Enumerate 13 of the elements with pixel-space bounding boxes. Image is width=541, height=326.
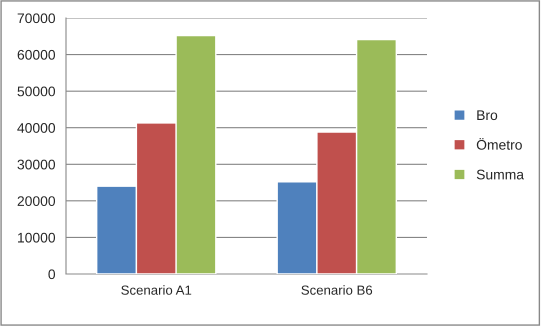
y-tick-label: 70000: [18, 13, 56, 24]
y-tick-label: 0: [48, 269, 56, 280]
y-tick-label: 40000: [17, 123, 56, 133]
legend-label: Ömetro: [476, 138, 522, 150]
y-tick-label: 10000: [18, 232, 56, 243]
y-tick-label: 50000: [18, 86, 56, 96]
y-tick-label: 30000: [17, 160, 56, 170]
x-tick-label: Scenario A1: [121, 285, 192, 295]
y-tick-label: 60000: [18, 50, 56, 60]
y-tick-label: 20000: [18, 196, 56, 206]
legend-label: Summa: [476, 170, 524, 180]
legend-label: Bro: [477, 110, 498, 120]
x-tick-label: Scenario B6: [301, 285, 372, 295]
